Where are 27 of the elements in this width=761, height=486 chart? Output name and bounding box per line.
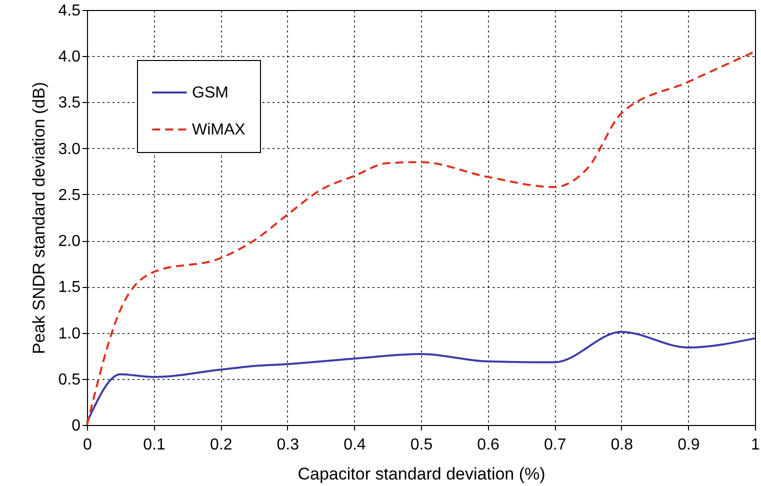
- x-tick-label: 0: [83, 436, 92, 454]
- line-series: [86, 50, 756, 426]
- x-tick-label: 0.5: [410, 436, 433, 454]
- y-tick-label: 1.0: [58, 325, 81, 342]
- line-series: [86, 330, 756, 424]
- y-tick-label: 1.5: [58, 279, 81, 296]
- y-tick-label: 0.5: [58, 371, 81, 388]
- x-tick-label: 0.6: [477, 436, 500, 454]
- y-tick-label: 3.5: [58, 94, 81, 112]
- y-tick-label: 2.0: [58, 233, 81, 250]
- x-tick-label: 0.9: [678, 436, 700, 454]
- y-tick-label: 2.5: [58, 186, 81, 204]
- legend-label: GSM: [192, 84, 228, 102]
- x-tick-label: 0.7: [544, 436, 566, 454]
- y-tick-label: 4.0: [58, 48, 81, 66]
- x-axis-title: Capacitor standard deviation (%): [298, 464, 546, 484]
- x-tick-label: 0.3: [276, 436, 300, 454]
- y-axis-title: Peak SNDR standard deviation (dB): [29, 82, 48, 354]
- x-tick-label: 0.1: [143, 436, 166, 454]
- x-tick-label: 1: [751, 436, 760, 454]
- legend-label: WiMAX: [192, 122, 246, 138]
- y-tick-label: 0: [72, 418, 81, 434]
- x-tick-label: 0.4: [344, 436, 366, 454]
- y-tick-label: 3.0: [58, 140, 81, 158]
- y-tick-label: 4.5: [58, 2, 81, 20]
- x-tick-label: 0.2: [210, 436, 232, 454]
- x-tick-label: 0.8: [610, 436, 634, 454]
